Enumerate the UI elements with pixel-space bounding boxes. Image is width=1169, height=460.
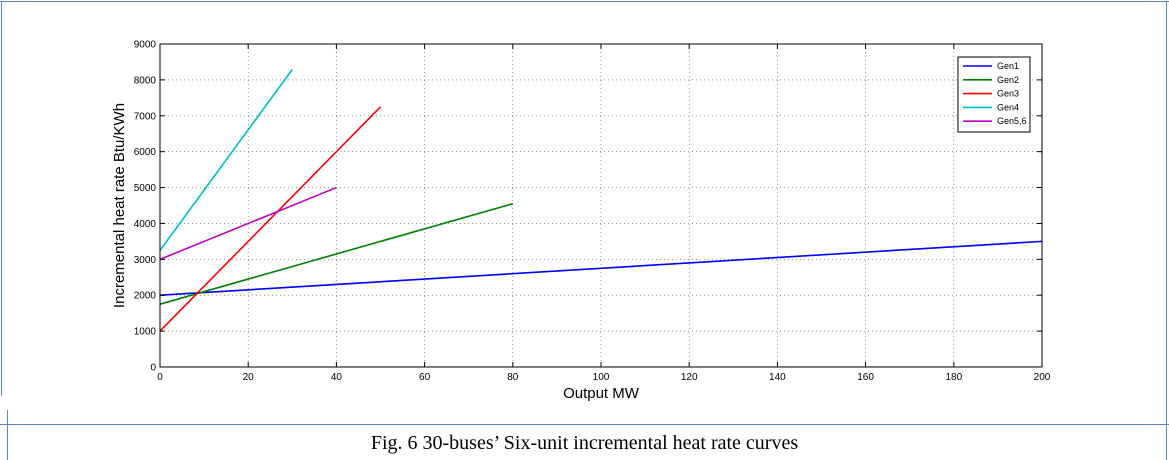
x-tick-label: 180: [945, 372, 962, 383]
x-tick-label: 20: [243, 372, 255, 383]
legend-label: Gen4: [997, 102, 1019, 112]
legend-box: [957, 56, 1031, 133]
y-tick-label: 8000: [134, 75, 157, 86]
legend-label: Gen1: [997, 61, 1019, 71]
frame-right-border: [1166, 1, 1167, 460]
x-tick-label: 100: [593, 372, 610, 383]
y-tick-label: 7000: [134, 111, 157, 122]
heat-rate-chart: 0 20 40 60 80 100 120 140 160 180 2000100020003000…: [111, 40, 1051, 403]
frame-top-border: [0, 1, 1169, 2]
y-tick-label: 9000: [134, 40, 157, 51]
y-tick-label: 1000: [134, 327, 157, 338]
legend-label: Gen3: [997, 89, 1019, 99]
x-tick-label: 200: [1034, 372, 1051, 383]
series-line-gen3: [159, 106, 382, 332]
series-line-gen5-6: [159, 186, 337, 261]
legend: Gen1 Gen2 Gen3 Gen4 Gen5,6: [957, 56, 1031, 133]
x-tick-label: 60: [419, 372, 431, 383]
ticks-layer: 0 20 40 60 80 100 120 140 160 180 2000100020003000…: [134, 40, 1051, 384]
y-axis-label: Incremental heat rate Btu/KWh: [111, 103, 128, 308]
caption-separator: [0, 424, 1169, 425]
x-tick-label: 120: [681, 372, 698, 383]
frame-corner-mark: [7, 410, 8, 460]
y-tick-label: 4000: [134, 219, 157, 230]
x-tick-label: 40: [331, 372, 343, 383]
frame-left-border: [1, 1, 2, 396]
series-line-gen1: [159, 240, 1043, 297]
y-tick-label: 0: [150, 363, 156, 374]
legend-label: Gen2: [997, 75, 1019, 85]
figure-caption: Fig. 6 30-buses’ Six-unit incremental he…: [370, 432, 799, 454]
x-axis-label: Output MW: [563, 385, 640, 402]
series-line-gen4: [159, 69, 293, 251]
y-tick-label: 3000: [134, 255, 157, 266]
x-tick-label: 80: [507, 372, 519, 383]
x-tick-label: 140: [769, 372, 786, 383]
x-tick-label: 0: [157, 372, 163, 383]
x-tick-label: 160: [857, 372, 874, 383]
y-tick-label: 6000: [134, 147, 157, 158]
y-tick-label: 2000: [134, 291, 157, 302]
series-line-gen2: [159, 202, 514, 305]
legend-label: Gen5,6: [997, 116, 1027, 126]
grid-layer: [160, 44, 1042, 367]
series-layer: [159, 69, 1043, 332]
y-tick-label: 5000: [134, 183, 157, 194]
